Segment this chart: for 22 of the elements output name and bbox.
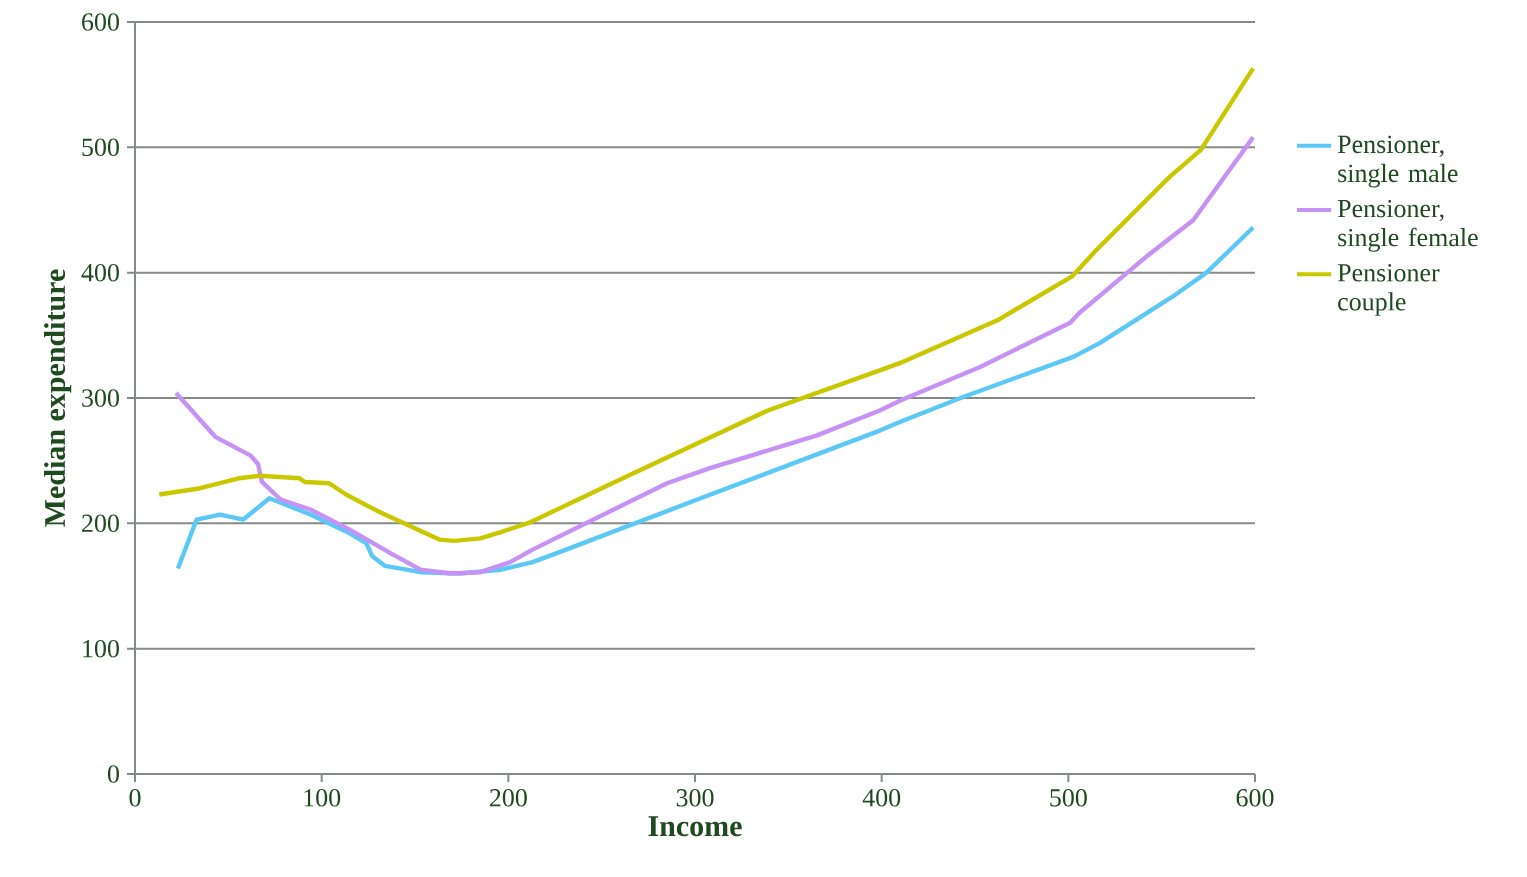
x-tick-label: 100 — [304, 789, 341, 807]
y-tick-label: 300 — [82, 389, 119, 407]
y-tick-label: 200 — [82, 514, 119, 533]
y-tick-label: 500 — [82, 138, 119, 157]
x-tick-label: 0 — [129, 789, 141, 807]
x-tick-label: 300 — [676, 789, 714, 807]
line-series — [175, 225, 1256, 576]
line-series — [173, 135, 1256, 576]
legend-label: Pensioner couple — [1337, 264, 1440, 316]
legend-label: Pensioner, single male — [1337, 135, 1458, 188]
legend-label: Pensioner, single female — [1337, 199, 1478, 252]
x-tick-label: 600 — [1236, 789, 1274, 807]
y-tick-label: 600 — [82, 13, 119, 31]
x-tick-label: 500 — [1050, 789, 1087, 807]
x-tick-label: 200 — [489, 789, 527, 807]
x-axis-title: Income — [648, 816, 742, 837]
y-tick-label: 100 — [83, 639, 119, 658]
x-tick-label: 400 — [862, 789, 901, 807]
y-tick-label: 400 — [81, 263, 119, 282]
y-tick-label: 0 — [107, 765, 119, 783]
line-series — [157, 66, 1256, 544]
y-axis-title: Median expenditure — [44, 269, 72, 527]
